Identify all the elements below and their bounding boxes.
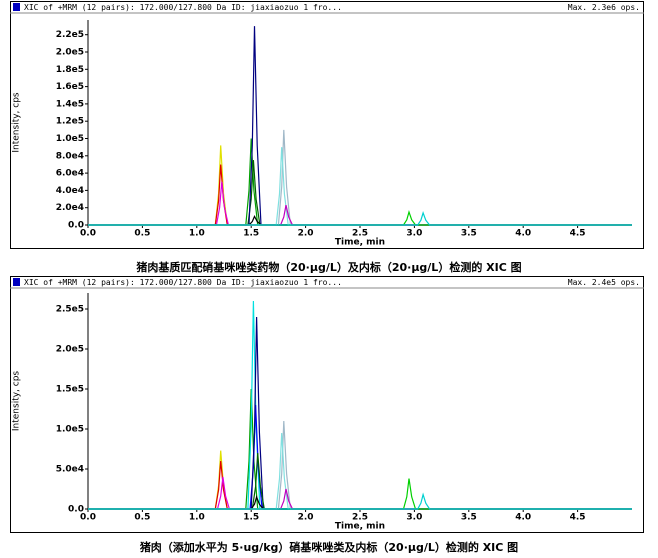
y-tick-label: 1.6e5 — [56, 82, 84, 92]
y-tick-label: 5.0e4 — [56, 465, 84, 475]
max-label: Max. 2.4e5 ops. — [568, 278, 640, 287]
x-tick-label: 3.5 — [461, 513, 477, 523]
header-text: XIC of +MRM (12 pairs): 172.000/127.800 … — [24, 278, 342, 287]
caption: 猪肉基质匹配硝基咪唑类药物（20·μg/L）及内标（20·μg/L）检测的 XI… — [135, 260, 521, 274]
y-tick-label: 4.0e4 — [56, 186, 84, 196]
x-tick-label: 1.5 — [243, 513, 259, 523]
panel — [10, 1, 644, 249]
header-text: XIC of +MRM (12 pairs): 172.000/127.800 … — [24, 3, 342, 12]
x-tick-label: 1.0 — [189, 513, 205, 523]
y-tick-label: 1.0e5 — [56, 425, 84, 435]
y-tick-label: 2.0e5 — [56, 48, 84, 58]
y-tick-label: 6.0e4 — [56, 169, 84, 179]
y-tick-label: 1.4e5 — [56, 99, 84, 109]
y-tick-label: 1.5e5 — [56, 385, 84, 395]
x-tick-label: 0.5 — [134, 513, 150, 523]
x-tick-label: 3.0 — [406, 513, 422, 523]
x-tick-label: 4.0 — [515, 513, 531, 523]
max-label: Max. 2.3e6 ops. — [568, 3, 640, 12]
x-tick-label: 0.0 — [80, 513, 96, 523]
x-tick-label: 1.5 — [243, 229, 259, 239]
x-tick-label: 4.0 — [515, 229, 531, 239]
header-icon — [13, 3, 20, 11]
y-tick-label: 0.0 — [68, 505, 84, 515]
x-tick-label: 3.0 — [406, 229, 422, 239]
y-tick-label: 2.0e4 — [56, 203, 84, 213]
y-tick-label: 1.8e5 — [56, 65, 84, 75]
y-tick-label: 1.2e5 — [56, 117, 84, 127]
x-tick-label: 0.5 — [134, 229, 150, 239]
y-tick-label: 2.5e5 — [56, 305, 84, 315]
x-tick-label: 4.5 — [570, 229, 586, 239]
y-tick-label: 2.0e5 — [56, 345, 84, 355]
x-tick-label: 2.0 — [298, 229, 314, 239]
x-tick-label: 4.5 — [570, 513, 586, 523]
x-axis-label: Time, min — [335, 238, 385, 248]
x-tick-label: 2.0 — [298, 513, 314, 523]
x-tick-label: 2.5 — [352, 513, 368, 523]
y-tick-label: 2.2e5 — [56, 30, 84, 40]
caption: 猪肉（添加水平为 5·ug/kg）硝基咪唑类及内标（20·μg/L）检测的 XI… — [139, 540, 518, 554]
y-tick-label: 1.0e5 — [56, 134, 84, 144]
x-tick-label: 1.0 — [189, 229, 205, 239]
y-tick-label: 0.0 — [68, 221, 84, 231]
y-tick-label: 8.0e4 — [56, 151, 84, 161]
trace — [88, 492, 632, 510]
y-axis-label: Intensity, cps — [12, 92, 22, 153]
x-tick-label: 3.5 — [461, 229, 477, 239]
panel — [10, 276, 644, 533]
header-icon — [13, 278, 20, 286]
y-axis-label: Intensity, cps — [12, 371, 22, 432]
x-tick-label: 0.0 — [80, 229, 96, 239]
x-axis-label: Time, min — [335, 522, 385, 532]
trace — [88, 211, 632, 226]
x-tick-label: 2.5 — [352, 229, 368, 239]
